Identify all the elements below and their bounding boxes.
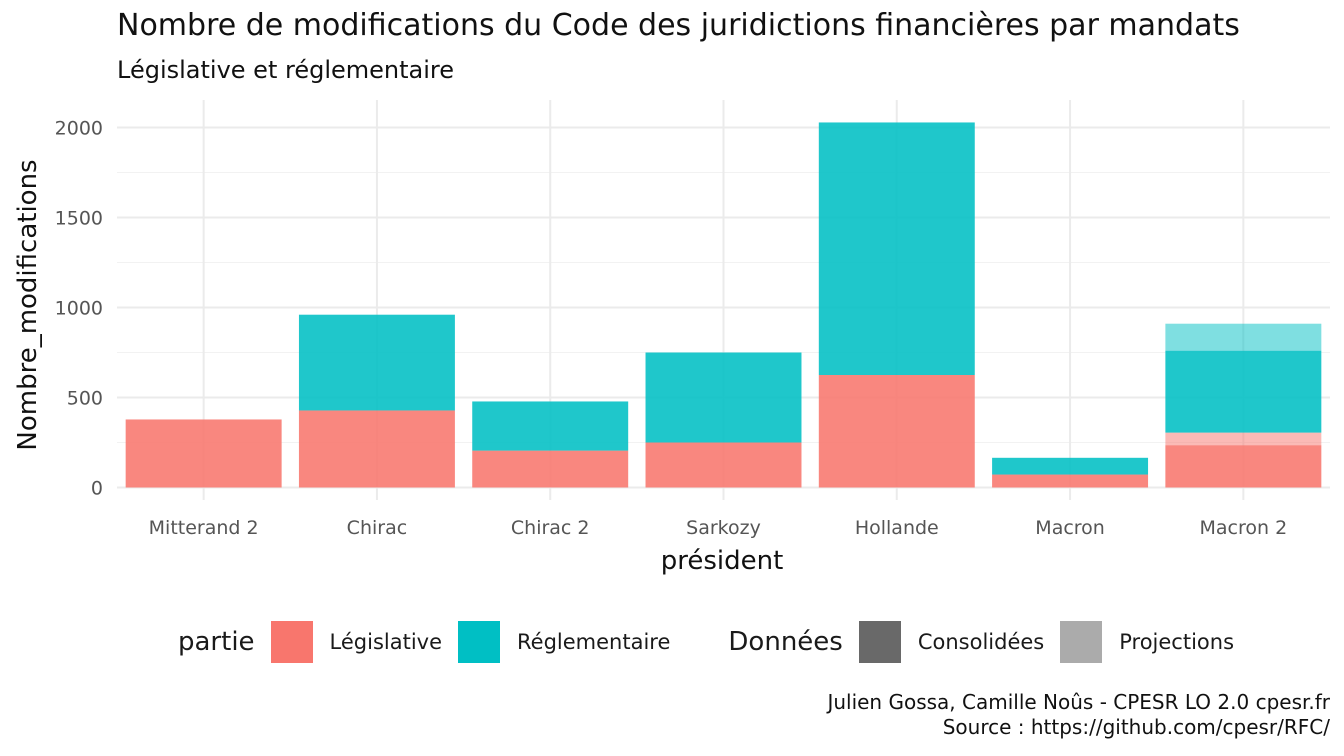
bar-reglementaire <box>1165 350 1322 433</box>
y-tick-label: 2000 <box>55 118 103 140</box>
legend-swatch-projections <box>1060 621 1103 663</box>
legend-title-partie: partie <box>178 627 255 657</box>
bar-legislative <box>125 419 282 488</box>
legend-swatch-consolidees <box>858 621 901 663</box>
bar-legislative <box>818 375 975 488</box>
legend-swatch-legislative <box>270 621 313 663</box>
bar-legislative <box>645 442 802 488</box>
x-tick-label: Sarkozy <box>686 517 761 539</box>
bar-reglementaire <box>992 457 1149 475</box>
bar-reglementaire <box>472 401 629 451</box>
bar-legislative <box>992 474 1149 488</box>
caption-authors: Julien Gossa, Camille Noûs - CPESR LO 2.… <box>827 690 1330 714</box>
legend-label-reglementaire: Réglementaire <box>517 630 671 654</box>
x-tick-labels: Mitterand 2 Chirac Chirac 2 Sarkozy Hollande… <box>149 517 1288 539</box>
y-tick-label: 500 <box>67 388 103 410</box>
caption-source: Source : https://github.com/cpesr/RFC/ <box>942 715 1330 739</box>
bar-reglementaire <box>298 314 455 411</box>
legend-title-donnees: Données <box>728 627 843 657</box>
bar-reglementaire <box>645 352 802 443</box>
y-axis-title: Nombre_modifications <box>13 159 43 450</box>
bar-legislative-projection <box>1165 432 1322 446</box>
x-tick-label: Chirac 2 <box>511 517 590 539</box>
x-tick-label: Chirac <box>347 517 408 539</box>
x-axis-title: président <box>661 546 784 576</box>
x-tick-label: Macron 2 <box>1200 517 1288 539</box>
bar-reglementaire-projection <box>1165 323 1322 351</box>
x-tick-label: Hollande <box>855 517 939 539</box>
legend-swatch-reglementaire <box>458 621 501 663</box>
bar-chart: 0 500 1000 1500 2000 Mitterand 2 Chirac Chirac… <box>13 100 1330 576</box>
y-tick-labels: 0 500 1000 1500 2000 <box>55 118 103 500</box>
chart-subtitle: Législative et réglementaire <box>117 56 454 84</box>
chart-title: Nombre de modifications du Code des juri… <box>117 8 1240 43</box>
bar-legislative <box>1165 445 1322 488</box>
legend-label-consolidees: Consolidées <box>917 630 1045 654</box>
bars <box>125 122 1322 488</box>
bar-reglementaire <box>818 122 975 376</box>
bar-legislative <box>298 410 455 488</box>
x-tick-label: Mitterand 2 <box>149 517 259 539</box>
caption: Julien Gossa, Camille Noûs - CPESR LO 2.… <box>827 690 1330 740</box>
y-tick-label: 1500 <box>55 208 103 230</box>
y-tick-label: 1000 <box>55 298 103 320</box>
legend: partie Législative Réglementaire Données… <box>178 620 1250 664</box>
bar-legislative <box>472 450 629 488</box>
legend-label-legislative: Législative <box>329 630 443 654</box>
y-tick-label: 0 <box>91 478 103 500</box>
legend-label-projections: Projections <box>1119 630 1235 654</box>
x-tick-label: Macron <box>1035 517 1105 539</box>
